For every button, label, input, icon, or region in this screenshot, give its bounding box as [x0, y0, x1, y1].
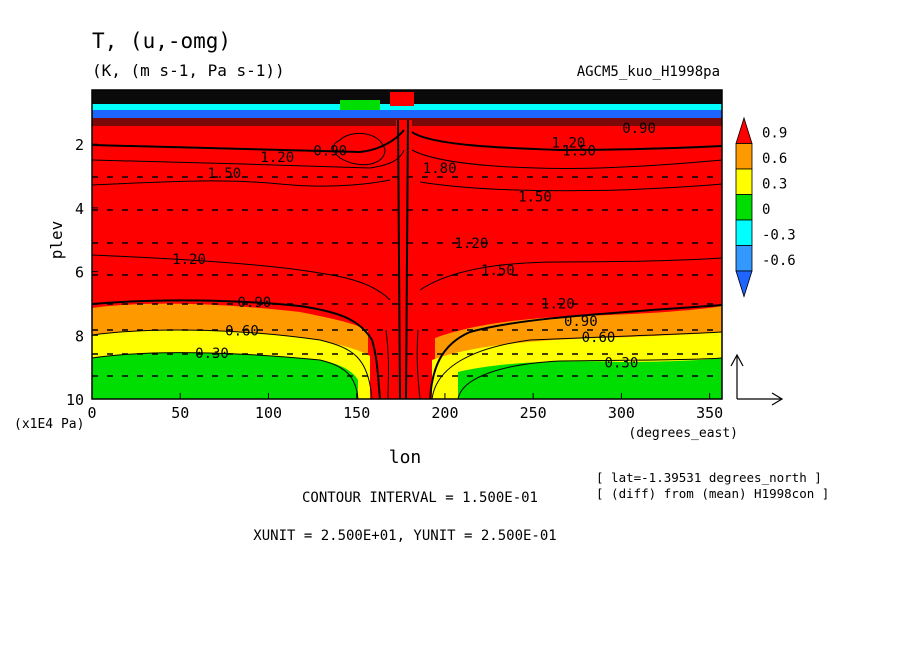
contour-line [411, 149, 722, 169]
field-green [92, 352, 358, 399]
contour-line [419, 181, 722, 192]
contour-label: 0.30 [195, 346, 229, 362]
y-tick-label: 8 [75, 327, 84, 345]
diff-info: [ (diff) from (mean) H1998con ] [596, 486, 829, 501]
y-tick-label: 6 [75, 264, 84, 282]
contour-label: 0.60 [225, 324, 259, 340]
x-tick-label: 350 [696, 404, 723, 422]
xy-units: XUNIT = 2.500E+01, YUNIT = 2.500E-01 [253, 528, 556, 544]
x-tick-label: 300 [608, 404, 635, 422]
contour-label: 0.60 [582, 330, 616, 346]
colorbar-label: 0.9 [762, 126, 787, 142]
y-axis-label: plev [47, 221, 66, 260]
contour-line [416, 329, 421, 399]
contour-line [332, 132, 386, 166]
colorbar-label: -0.3 [762, 228, 796, 244]
contour-label: 1.20 [552, 136, 586, 152]
field-blue-band [92, 110, 722, 118]
contour-line [429, 304, 722, 399]
contour-labels: 1.20 0.901.50 1.801.501.201.501.201.201.20… [172, 121, 656, 371]
colorbar-segment [735, 245, 753, 272]
x-tick-label: 200 [431, 404, 458, 422]
contour-line [411, 131, 722, 152]
field-green [458, 358, 722, 399]
contour-label: 1.50 [518, 190, 552, 206]
reference-vector [730, 353, 784, 406]
contour-label: 1.50 [562, 144, 596, 160]
field-cyan-band [92, 104, 722, 110]
colorbar-label: 0.6 [762, 151, 787, 167]
reference-arrowhead-up [730, 353, 744, 367]
experiment-label: AGCM5_kuo_H1998pa [577, 64, 720, 80]
x-axis-unit: (degrees_east) [628, 426, 738, 441]
wind-vectors [92, 176, 722, 377]
colorbar-segment [735, 116, 753, 144]
contour-interval: CONTOUR INTERVAL = 1.500E-01 [302, 490, 538, 506]
axes: 0 50 100 150 200 250 300 350 2 4 6 8 10 [66, 136, 723, 422]
contour-lines [92, 119, 722, 399]
contour-label: 1.20 [260, 150, 294, 166]
chart-units: (K, (m s-1, Pa s-1)) [92, 61, 285, 80]
contour-label: 0.30 [605, 355, 639, 371]
x-axis-label: lon [389, 447, 422, 468]
colorbar-label: 0.3 [762, 177, 787, 193]
contour-line [457, 357, 722, 399]
colorbar-label: 0 [762, 202, 770, 218]
contour-label: 0.90 [313, 144, 347, 160]
contour-line [92, 299, 381, 399]
contour-line [405, 119, 409, 399]
y-axis-unit: (x1E4 Pa) [14, 417, 84, 432]
contour-label: 1.20 [172, 252, 206, 268]
chart-title: T, (u,-omg) [92, 29, 231, 53]
contour-label: 0.90 [237, 295, 271, 311]
contour-label: 1.50 [207, 166, 241, 182]
x-tick-label: 50 [171, 404, 189, 422]
x-tick-label: 0 [87, 404, 96, 422]
x-tick-label: 100 [255, 404, 282, 422]
contour-label: 1.20 [455, 236, 489, 252]
contour-label: 0.90 [564, 314, 598, 330]
x-tick-label: 250 [520, 404, 547, 422]
contour-label: 1.20 [541, 296, 575, 312]
colorbar-label: -0.6 [762, 253, 796, 269]
contour-label: 1.80 [423, 161, 457, 177]
contour-line [397, 119, 401, 399]
colorbar-segment [735, 219, 753, 246]
reference-arrowhead-right [771, 392, 784, 406]
colorbar: 0.9 0.6 0.3 0 -0.3 -0.6 [735, 116, 796, 298]
contour-line [92, 149, 405, 169]
contour-line [385, 329, 389, 399]
latitude-info: [ lat=-1.39531 degrees_north ] [596, 470, 822, 485]
contour-line [431, 331, 722, 399]
field-green-patch [340, 100, 380, 110]
x-tick-label: 150 [343, 404, 370, 422]
contour-label: 0.90 [622, 121, 656, 137]
field-red-patch [390, 92, 414, 106]
contour-line [92, 179, 391, 187]
colorbar-segment [735, 168, 753, 195]
contour-line [92, 254, 391, 301]
colorbar-segment [735, 143, 753, 170]
contour-label: 1.50 [481, 263, 515, 279]
y-tick-label: 2 [75, 136, 84, 154]
colorbar-segment [735, 194, 753, 221]
y-tick-label: 10 [66, 391, 84, 409]
y-tick-label: 4 [75, 200, 84, 218]
contour-line [92, 329, 373, 399]
contour-line [92, 129, 405, 154]
plot-frame [91, 89, 723, 400]
colorbar-segment [735, 270, 753, 298]
